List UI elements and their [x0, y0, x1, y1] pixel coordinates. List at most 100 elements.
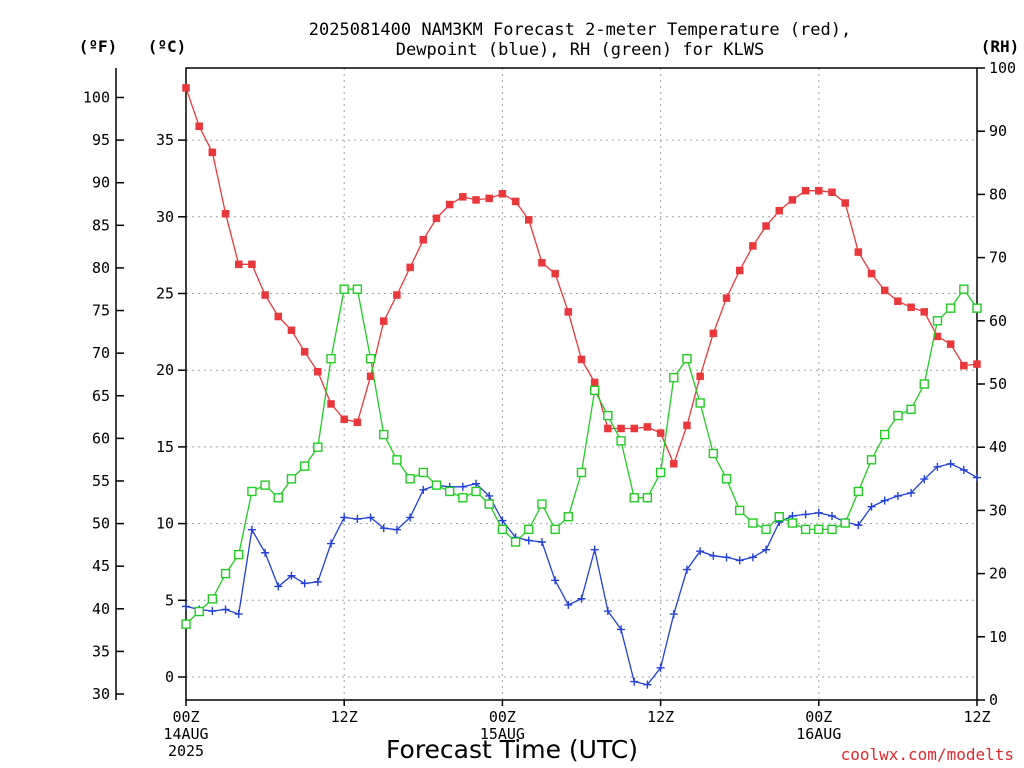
rh-point — [827, 524, 837, 535]
dewpoint-point — [221, 605, 230, 614]
rh-point — [616, 436, 626, 446]
fahrenheit-tick-label: 70 — [92, 344, 110, 362]
x-tick-label: 14AUG — [163, 725, 208, 743]
temperature-point — [221, 209, 230, 218]
temperature-point — [762, 222, 770, 230]
temperature-point — [300, 348, 309, 356]
dewpoint-point — [907, 488, 916, 497]
dewpoint-point — [366, 513, 375, 522]
x-tick-label: 00Z — [805, 708, 832, 726]
x-tick-label: 00Z — [172, 708, 199, 726]
temperature-point — [815, 186, 823, 195]
rh-point — [484, 499, 494, 509]
temperature-point — [854, 248, 863, 256]
dewpoint-point — [419, 485, 428, 494]
rh-point — [748, 518, 758, 528]
x-tick-label: 00Z — [489, 708, 516, 726]
rh-point — [260, 480, 270, 490]
dewpoint-point — [564, 600, 573, 609]
fahrenheit-tick-label: 80 — [92, 259, 110, 277]
rh-point — [299, 461, 310, 471]
dewpoint-point — [485, 491, 494, 500]
temperature-point — [261, 291, 269, 299]
rh-point — [735, 505, 745, 516]
rh-point — [313, 442, 323, 452]
fahrenheit-tick-label: 30 — [92, 685, 110, 703]
dewpoint-point — [498, 516, 507, 525]
rh-point — [207, 594, 218, 604]
temperature-point — [867, 269, 876, 278]
dewpoint-point — [458, 482, 467, 491]
temperature-point — [973, 360, 981, 368]
temperature-point — [538, 259, 546, 267]
rh-point — [273, 493, 283, 503]
rh-point — [959, 284, 969, 294]
rh-point — [721, 474, 732, 484]
fahrenheit-tick-label: 60 — [92, 429, 110, 447]
dewpoint-point — [973, 473, 981, 482]
rh-point — [972, 303, 982, 313]
rh-tick-label: 10 — [989, 628, 1007, 646]
rh-point — [589, 385, 600, 396]
x-axis-label: Forecast Time (UTC) — [386, 735, 638, 764]
dewpoint-point — [762, 545, 771, 554]
fahrenheit-tick-label: 95 — [92, 131, 110, 149]
temperature-point — [788, 196, 797, 204]
chart-title-line2: Dewpoint (blue), RH (green) for KLWS — [396, 40, 764, 60]
temperature-point — [841, 199, 849, 207]
temperature-point — [722, 294, 731, 302]
dewpoint-point — [854, 521, 863, 530]
series — [181, 84, 982, 689]
rh-point — [853, 486, 864, 497]
dewpoint-point — [208, 607, 217, 616]
temperature-point — [393, 291, 401, 299]
dewpoint-point — [709, 551, 718, 560]
temperature-point — [775, 206, 783, 215]
temperature-point — [380, 317, 388, 325]
dewpoint-point — [867, 502, 876, 511]
rh-point — [919, 379, 929, 389]
temperature-point — [696, 372, 704, 381]
temperature-point — [234, 260, 243, 269]
temperature-point — [617, 424, 625, 433]
temperature-point — [577, 355, 586, 364]
rh-point — [458, 493, 468, 503]
rh-point — [550, 524, 560, 535]
rh-unit-label: (RH) — [981, 37, 1020, 56]
dewpoint-point — [933, 462, 942, 471]
temperature-point — [472, 196, 480, 204]
rh-point — [800, 524, 811, 535]
dewpoint-point — [537, 538, 546, 546]
dewpoint-point — [274, 582, 283, 591]
dewpoint-point — [353, 514, 362, 523]
temperature-point — [353, 418, 362, 427]
celsius-tick-label: 15 — [156, 438, 174, 456]
dewpoint-point — [827, 511, 836, 520]
celsius-tick-label: 0 — [165, 668, 174, 686]
dewpoint-point — [959, 465, 968, 474]
temperature-point — [274, 312, 283, 321]
temperature-series — [182, 84, 981, 468]
rh-point — [497, 524, 508, 535]
temperature-point — [604, 424, 612, 433]
celsius-tick-label: 20 — [156, 361, 174, 379]
rh-tick-label: 40 — [989, 438, 1007, 456]
temperature-point — [630, 424, 638, 433]
dewpoint-point — [524, 536, 533, 545]
dewpoint-point — [234, 610, 243, 619]
rh-point — [524, 524, 534, 535]
rh-point — [893, 410, 903, 421]
rh-point — [576, 467, 587, 478]
dewpoint-point — [656, 663, 665, 672]
temperature-point — [656, 429, 665, 437]
rh-tick-label: 90 — [989, 122, 1007, 140]
dewpoint-point — [696, 547, 705, 556]
rh-point — [880, 429, 890, 440]
temperature-point — [590, 378, 599, 387]
temperature-point — [801, 186, 810, 195]
celsius-tick-label: 5 — [165, 591, 174, 609]
rh-series — [181, 284, 982, 629]
x-tick-label: 12Z — [963, 708, 990, 726]
temperature-point — [880, 286, 889, 295]
